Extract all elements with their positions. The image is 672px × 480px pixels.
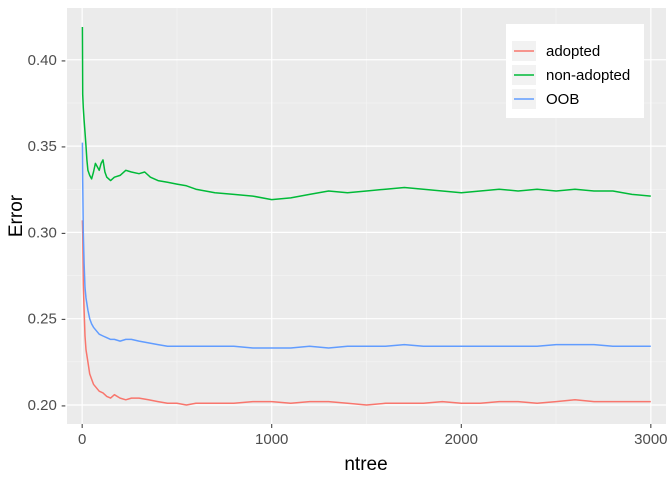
series-lines [81, 26, 651, 406]
y-tick-label: 0.35 - [28, 138, 66, 155]
y-axis-ticks: 0.20 - 0.25 - 0.30 - 0.35 - 0.40 - [28, 52, 66, 414]
legend-label: adopted [546, 43, 600, 60]
y-axis-title: Error [6, 194, 27, 237]
y-tick-label: 0.40 - [28, 52, 66, 69]
legend-item-OOB: OOB [512, 89, 579, 109]
series-line-OOB [81, 142, 651, 349]
series-line-non-adopted [81, 26, 651, 201]
x-axis-title: ntree [344, 454, 387, 475]
x-tick-label: 1000 [255, 431, 288, 448]
legend-item-adopted: adopted [512, 41, 600, 61]
series-line-adopted [81, 220, 651, 406]
x-tick-label: 2000 [445, 431, 478, 448]
x-axis-ticks: 0 1000 2000 3000 [78, 424, 668, 448]
x-tick-label: 0 [78, 431, 86, 448]
legend-label: non-adopted [546, 67, 630, 84]
x-tick-label: 3000 [634, 431, 667, 448]
y-tick-label: 0.25 - [28, 311, 66, 328]
y-tick-label: 0.30 - [28, 224, 66, 241]
legend-item-non-adopted: non-adopted [512, 65, 630, 85]
legend-label: OOB [546, 91, 579, 108]
y-tick-label: 0.20 - [28, 397, 66, 414]
legend: adopted non-adopted OOB [506, 24, 644, 118]
